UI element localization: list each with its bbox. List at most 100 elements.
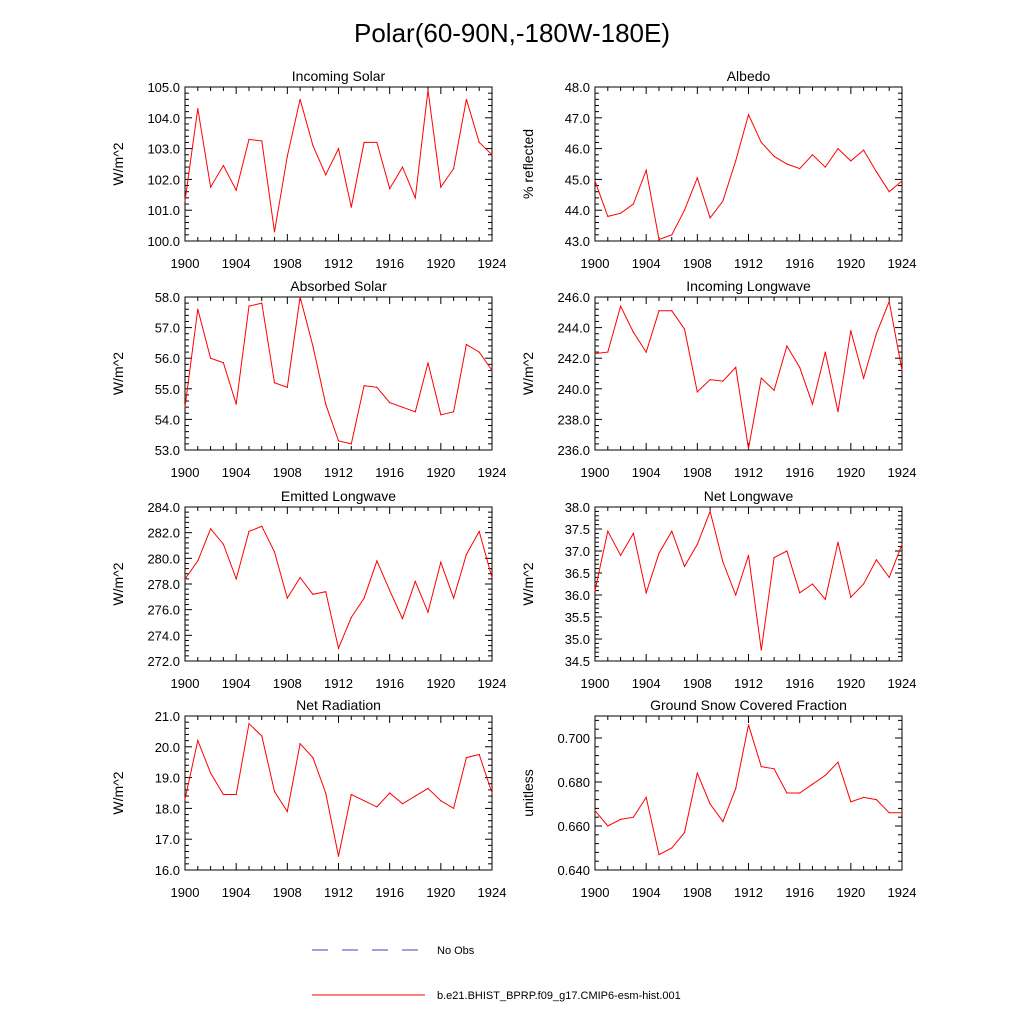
y-axis-label: W/m^2 [110, 142, 126, 185]
x-tick-label: 1916 [785, 465, 814, 480]
data-point [709, 217, 711, 219]
data-point [453, 168, 455, 170]
panel-incoming-solar: Incoming Solar W/m^2 1900 1904 1908 1912 1916 1… [110, 68, 506, 271]
data-point [875, 171, 878, 173]
panel-net-longwave: Net Longwave W/m^2 1900 1904 1908 1912 1916 192… [520, 488, 916, 691]
data-point [337, 647, 340, 649]
data-point [325, 591, 327, 593]
data-point [376, 806, 378, 808]
data-point [696, 543, 698, 546]
data-point [197, 107, 199, 110]
x-tick-label: 1920 [426, 676, 455, 691]
data-point [401, 406, 404, 408]
y-axis-label: W/m^2 [110, 562, 126, 605]
y-tick-label: 282.0 [147, 526, 180, 541]
data-point [478, 530, 480, 532]
x-tick-label: 1904 [222, 465, 251, 480]
data-point [491, 792, 493, 794]
x-tick-label: 1908 [683, 256, 712, 271]
data-point [683, 565, 686, 568]
data-point [773, 389, 775, 391]
data-point [197, 560, 199, 562]
data-point [645, 169, 647, 171]
y-tick-label: 37.5 [565, 522, 590, 537]
x-tick-label: 1900 [581, 676, 610, 691]
data-point [465, 553, 468, 556]
x-tick-label: 1908 [273, 885, 302, 900]
data-point [773, 557, 775, 559]
data-point [850, 160, 852, 162]
data-point [299, 98, 301, 100]
data-point [837, 761, 839, 763]
data-point [863, 377, 865, 379]
series-line [594, 113, 903, 241]
x-tick-label: 1912 [324, 465, 353, 480]
data-point [235, 793, 237, 796]
y-tick-label: 240.0 [557, 382, 590, 397]
data-point [184, 578, 186, 580]
x-tick-label: 1924 [888, 465, 917, 480]
data-point [350, 443, 352, 445]
data-point [837, 411, 839, 413]
x-tick-label: 1920 [426, 885, 455, 900]
data-point [414, 411, 416, 413]
data-point [286, 155, 288, 157]
y-axis-label: % reflected [520, 129, 536, 199]
x-tick-label: 1912 [324, 885, 353, 900]
data-point [619, 305, 622, 307]
data-point [811, 403, 814, 405]
x-tick-label: 1924 [478, 256, 507, 271]
data-point [709, 803, 711, 805]
data-point [350, 206, 352, 208]
data-point [235, 189, 237, 191]
data-point [683, 328, 686, 330]
y-tick-label: 278.0 [147, 577, 180, 592]
x-tick-label: 1904 [222, 885, 251, 900]
y-axis-label: W/m^2 [520, 352, 536, 395]
data-point [440, 414, 442, 416]
y-tick-label: 16.0 [155, 863, 180, 878]
x-tick-label: 1916 [785, 676, 814, 691]
data-point [376, 560, 378, 562]
data-point [299, 743, 301, 745]
y-tick-label: 105.0 [147, 80, 180, 95]
y-tick-label: 0.700 [557, 731, 590, 746]
figure-title: Polar(60-90N,-180W-180E) [354, 18, 670, 48]
y-tick-label: 284.0 [147, 500, 180, 515]
y-tick-label: 276.0 [147, 603, 180, 618]
data-point [337, 148, 340, 150]
data-point [811, 583, 814, 585]
data-point [312, 345, 314, 347]
y-tick-label: 38.0 [565, 500, 590, 515]
data-point [325, 403, 327, 405]
panel-ground-snow-covered-fraction: Ground Snow Covered Fraction unitless 1900… [520, 697, 916, 900]
panel-incoming-longwave: Incoming Longwave W/m^2 1900 1904 1908 1912 19… [520, 278, 916, 480]
data-point [273, 551, 276, 553]
data-point [491, 154, 493, 156]
data-point [850, 330, 852, 332]
y-tick-label: 54.0 [155, 412, 180, 427]
data-point [401, 166, 404, 168]
panel-title: Albedo [727, 68, 771, 84]
series-line [184, 525, 493, 650]
data-point [645, 351, 647, 353]
panel-title: Net Longwave [704, 488, 794, 504]
x-tick-label: 1912 [324, 256, 353, 271]
panel-title: Incoming Longwave [686, 278, 811, 294]
data-point [607, 351, 609, 353]
panel-emitted-longwave: Emitted Longwave W/m^2 1900 1904 1908 1912 191… [110, 488, 506, 691]
data-point [786, 163, 788, 165]
data-point [389, 188, 391, 190]
panel-title: Net Radiation [296, 697, 381, 713]
data-point [863, 149, 865, 151]
y-tick-label: 17.0 [155, 832, 180, 847]
x-tick-label: 1904 [222, 676, 251, 691]
plot-frame [594, 86, 903, 242]
data-point [773, 768, 775, 770]
data-point [735, 366, 737, 368]
panel-net-radiation: Net Radiation W/m^2 1900 1904 1908 1912 1916 19… [110, 697, 506, 900]
x-tick-label: 1924 [888, 885, 917, 900]
data-point [722, 380, 724, 382]
y-tick-label: 0.640 [557, 863, 590, 878]
data-point [427, 611, 429, 613]
